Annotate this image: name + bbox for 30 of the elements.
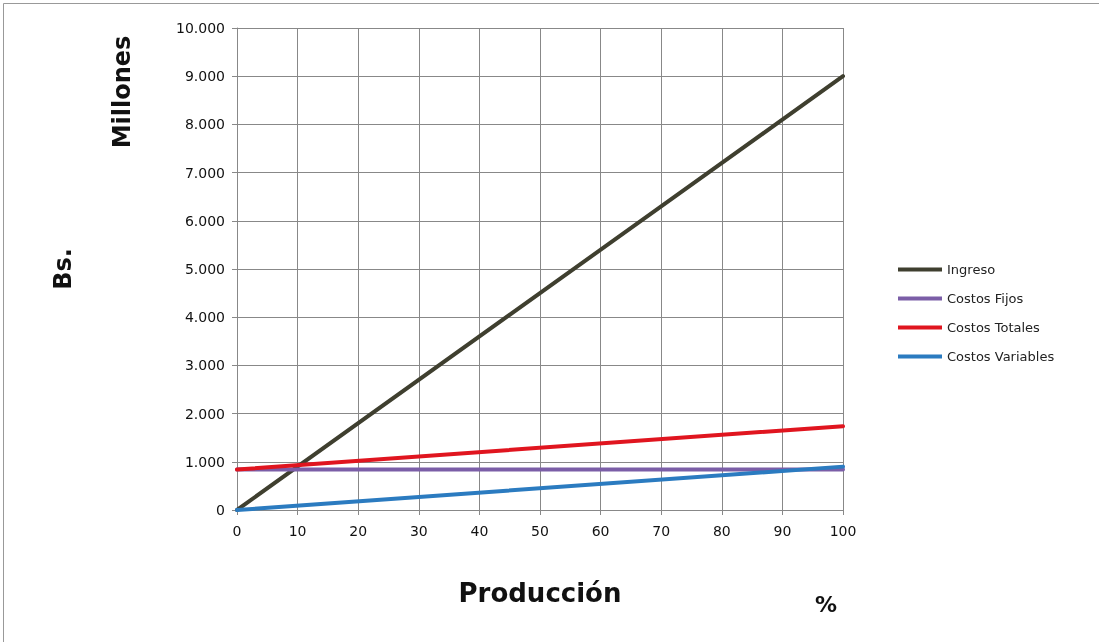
y-tick-label: 5.000 — [184, 261, 225, 277]
x-tick-label: 100 — [829, 523, 857, 539]
y-axis-title: Bs. — [49, 248, 77, 290]
x-tick-label: 40 — [470, 523, 489, 539]
x-tick-label: 0 — [232, 523, 242, 539]
x-tick-label: 30 — [409, 523, 428, 539]
y-tick-label: 10.000 — [176, 20, 225, 36]
x-tick-label: 10 — [288, 523, 307, 539]
y-tick-label: 0 — [216, 502, 225, 518]
legend-label: Costos Fijos — [947, 291, 1024, 306]
y-tick-label: 3.000 — [184, 357, 225, 374]
x-tick-label: 90 — [773, 523, 792, 539]
y-tick-label: 8.000 — [184, 116, 225, 133]
x-axis-title: Producción — [458, 578, 622, 608]
legend-label: Costos Variables — [947, 349, 1055, 364]
x-tick-label: 60 — [591, 523, 610, 539]
y-tick-label: 6.000 — [184, 212, 225, 229]
legend-label: Ingreso — [947, 262, 996, 277]
y-tick-label: 1.000 — [184, 453, 225, 470]
x-tick-label: 80 — [712, 523, 731, 539]
x-tick-label: 50 — [531, 523, 549, 539]
text: % — [814, 591, 838, 617]
text: Millones — [108, 35, 136, 149]
y-tick-label: 4.000 — [184, 309, 225, 326]
x-tick-label: 20 — [349, 523, 368, 539]
y-tick-label: 7.000 — [184, 164, 225, 181]
legend-label: Costos Totales — [947, 320, 1041, 335]
y-tick-label: 9.000 — [184, 68, 225, 85]
x-tick-label: 70 — [652, 523, 671, 539]
y-tick-label: 2.000 — [184, 405, 225, 422]
